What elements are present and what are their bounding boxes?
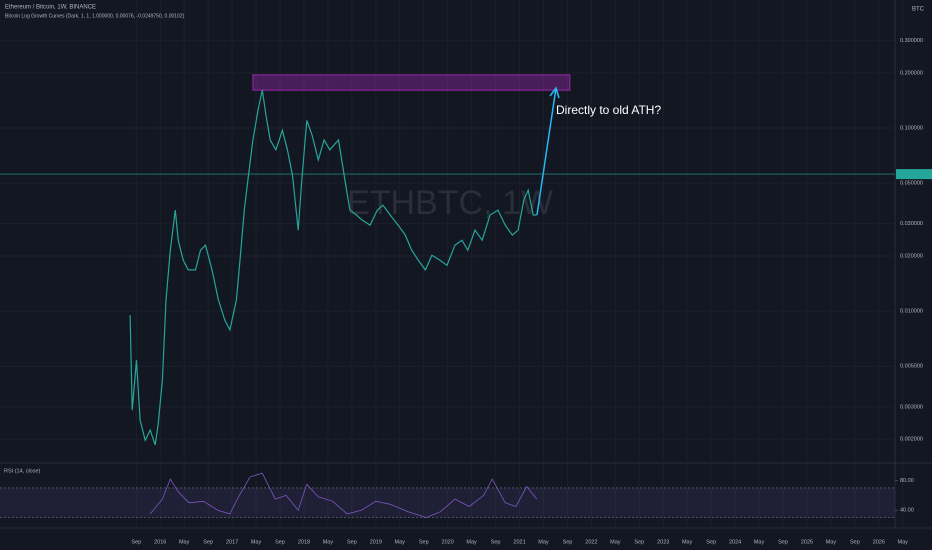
- x-tick-label: Sep: [275, 539, 285, 545]
- x-tick-label: Sep: [419, 539, 429, 545]
- x-tick-label: May: [682, 539, 693, 545]
- ath-zone: [252, 74, 571, 91]
- annotation-arrow: [536, 86, 560, 216]
- x-tick-label: May: [898, 539, 909, 545]
- series-line: [149, 472, 538, 519]
- x-tick-label: Sep: [778, 539, 788, 545]
- x-tick-label: Sep: [131, 539, 141, 545]
- y-tick-label: 0.020000: [900, 253, 923, 259]
- x-tick-label: 2023: [657, 539, 669, 545]
- y-tick-label: 0.002000: [900, 437, 923, 443]
- y-tick-label: 0.200000: [900, 70, 923, 76]
- x-tick-label: 2016: [154, 539, 166, 545]
- x-tick-label: Sep: [203, 539, 213, 545]
- x-tick-label: May: [610, 539, 621, 545]
- x-tick-label: 2017: [226, 539, 238, 545]
- x-tick-label: May: [754, 539, 765, 545]
- chart-title: Ethereum / Bitcoin, 1W, BINANCE: [5, 5, 96, 11]
- x-tick-label: 2018: [298, 539, 310, 545]
- x-tick-label: 2022: [585, 539, 597, 545]
- indicator-title: Bitcoin Log Growth Curves (Dark, 1, 1, 1…: [5, 13, 185, 19]
- annotation: Directly to old ATH?: [556, 103, 661, 117]
- x-tick-label: Sep: [491, 539, 501, 545]
- x-tick-label: Sep: [634, 539, 644, 545]
- x-tick-label: Sep: [706, 539, 716, 545]
- rsi-band: [0, 487, 895, 518]
- x-tick-label: 2021: [513, 539, 525, 545]
- series-line: [129, 89, 537, 446]
- x-tick-label: 2020: [442, 539, 454, 545]
- y-tick-label: 0.050000: [900, 181, 923, 187]
- watermark: ETHBTC, 1W: [347, 184, 553, 222]
- rsi-title: RSI (14, close): [4, 468, 41, 474]
- x-tick-label: May: [251, 539, 262, 545]
- y-tick-label: 0.003000: [900, 404, 923, 410]
- x-tick-label: May: [179, 539, 190, 545]
- y-tick-label: 0.300000: [900, 38, 923, 44]
- x-tick-label: Sep: [347, 539, 357, 545]
- x-tick-label: May: [466, 539, 477, 545]
- x-tick-label: May: [538, 539, 549, 545]
- x-tick-label: Sep: [850, 539, 860, 545]
- x-tick-label: May: [323, 539, 334, 545]
- x-tick-label: 2026: [873, 539, 885, 545]
- x-tick-label: 2019: [370, 539, 382, 545]
- x-tick-label: 2024: [729, 539, 741, 545]
- y-tick-label: 0.100000: [900, 125, 923, 131]
- y-tick-label: 40.00: [900, 508, 914, 514]
- y-tick-label: 0.005000: [900, 364, 923, 370]
- price-tag: [896, 169, 932, 180]
- x-tick-label: May: [826, 539, 837, 545]
- y-tick-label: 0.010000: [900, 309, 923, 315]
- currency: BTC: [912, 7, 925, 13]
- x-tick-label: May: [395, 539, 406, 545]
- y-tick-label: 80.00: [900, 478, 914, 484]
- x-tick-label: 2025: [801, 539, 813, 545]
- x-tick-label: Sep: [563, 539, 573, 545]
- y-tick-label: 0.030000: [900, 221, 923, 227]
